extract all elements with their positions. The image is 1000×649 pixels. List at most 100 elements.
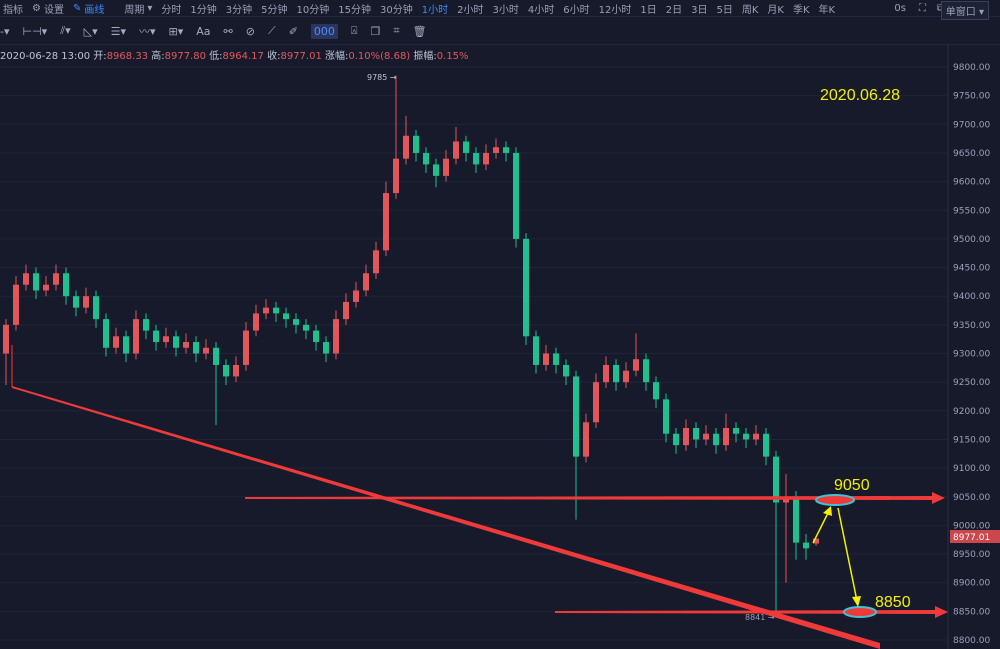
visibility-button[interactable]: 000 xyxy=(310,23,338,39)
candle xyxy=(153,324,159,351)
interval-13[interactable]: 1日 xyxy=(640,4,657,16)
candle xyxy=(623,362,629,388)
candle xyxy=(633,333,639,377)
candle xyxy=(393,75,399,199)
interval-4[interactable]: 10分钟 xyxy=(296,4,330,16)
amplitude-value: 0.15% xyxy=(436,51,469,62)
interval-3[interactable]: 5分钟 xyxy=(261,4,288,16)
candle xyxy=(303,319,309,340)
candle-body xyxy=(193,342,199,354)
candle xyxy=(733,422,739,443)
interval-17[interactable]: 周K xyxy=(741,4,759,16)
lock-icon[interactable]: ⍓ xyxy=(350,24,358,37)
fib-icon[interactable]: ☰▾ xyxy=(110,24,126,38)
candle-body xyxy=(483,152,489,165)
ruler-icon[interactable]: ⟋ xyxy=(267,24,276,37)
fullscreen-icon[interactable]: ⛶ xyxy=(919,2,926,14)
candle-body xyxy=(693,427,699,440)
interval-19[interactable]: 季K xyxy=(792,4,810,16)
candle xyxy=(363,264,369,297)
candle xyxy=(113,327,119,354)
candle-body xyxy=(653,382,659,400)
copy-icon[interactable]: ❐ xyxy=(370,24,381,38)
candle-body xyxy=(103,319,109,348)
interval-7[interactable]: 1小时 xyxy=(421,4,449,16)
interval-8[interactable]: 2小时 xyxy=(457,4,484,16)
measure-box-icon[interactable]: ⊞▾ xyxy=(168,24,184,38)
high-marker: 9785 → xyxy=(367,73,397,82)
interval-11[interactable]: 6小时 xyxy=(563,4,590,16)
interval-18[interactable]: 月K xyxy=(767,4,784,16)
target-ellipse-9050 xyxy=(815,494,855,506)
candlestick-chart[interactable]: 9800.00 9750.00 9700.00 9650.00 9600.00 9550.… xyxy=(0,45,1000,649)
draw-button[interactable]: 画线 xyxy=(84,4,105,16)
candle-body xyxy=(603,364,609,383)
pattern-icon[interactable]: ⚯ xyxy=(223,24,233,38)
interval-14[interactable]: 2日 xyxy=(665,4,683,16)
gear-icon[interactable]: ⚙ xyxy=(32,2,41,14)
interval-0[interactable]: 分时 xyxy=(161,4,182,16)
candle xyxy=(243,321,249,371)
price-tick: 9350.00 xyxy=(953,321,990,331)
candle xyxy=(703,425,709,446)
window-mode-dropdown[interactable]: 单窗口 ▾ xyxy=(940,1,989,20)
candle xyxy=(33,267,39,300)
line-tool-icon[interactable]: -▾ xyxy=(0,24,10,38)
interval-1[interactable]: 1分钟 xyxy=(190,4,217,16)
price-tick: 9650.00 xyxy=(953,149,990,159)
price-axis: 9800.00 9750.00 9700.00 9650.00 9600.00 9550.… xyxy=(953,63,990,646)
interval-15[interactable]: 3日 xyxy=(691,4,708,16)
candle-body xyxy=(723,427,729,446)
interval-16[interactable]: 5日 xyxy=(716,4,733,16)
interval-2[interactable]: 3分钟 xyxy=(225,4,253,16)
horizontal-line-icon[interactable]: ⊢⊣▾ xyxy=(22,24,48,38)
text-icon[interactable]: Aa xyxy=(196,24,211,38)
interval-10[interactable]: 4小时 xyxy=(527,4,555,16)
change-label: 涨幅: xyxy=(325,51,349,62)
link-icon[interactable]: ⊘ xyxy=(245,24,255,38)
triangle-icon[interactable]: ◺▾ xyxy=(83,24,98,38)
candle xyxy=(773,450,779,617)
candle xyxy=(63,267,69,305)
price-tick: 9550.00 xyxy=(953,206,990,216)
interval-9[interactable]: 3小时 xyxy=(492,4,519,16)
candle xyxy=(403,115,409,165)
support-line-8850 xyxy=(555,606,948,618)
interval-5[interactable]: 15分钟 xyxy=(338,4,371,16)
candle-body xyxy=(593,382,599,423)
candle-body xyxy=(663,399,669,434)
candle xyxy=(173,330,179,357)
candle xyxy=(103,313,109,357)
candle xyxy=(673,427,679,454)
interval-12[interactable]: 12小时 xyxy=(598,4,632,16)
candle-body xyxy=(263,307,269,314)
delete-icon[interactable]: 🗑 xyxy=(412,24,427,38)
candle xyxy=(283,307,289,328)
new-window-icon[interactable]: ⧉ xyxy=(937,3,944,14)
candle-body xyxy=(713,433,719,446)
candle xyxy=(763,427,769,466)
chevron-down-icon[interactable]: ▾ xyxy=(147,2,153,14)
candle-body xyxy=(683,427,689,446)
down-arrow xyxy=(837,507,858,602)
period-dropdown[interactable]: 周期 xyxy=(124,4,145,16)
brush-icon[interactable]: ✐ xyxy=(288,24,298,38)
pencil-icon[interactable]: ✎ xyxy=(72,2,82,14)
candle xyxy=(273,301,279,322)
indicators-button[interactable]: 指标 xyxy=(3,4,23,16)
settings-button[interactable]: 设置 xyxy=(43,4,64,16)
grid xyxy=(0,66,948,641)
candle xyxy=(723,413,729,451)
interval-20[interactable]: 年K xyxy=(818,4,836,16)
price-tick: 8850.00 xyxy=(953,607,990,617)
candle xyxy=(133,310,139,360)
candle-body xyxy=(53,273,59,285)
screenshot-icon[interactable]: ⌗ xyxy=(393,24,400,37)
interval-6[interactable]: 30分钟 xyxy=(379,4,413,16)
level-label-9050: 9050 xyxy=(834,477,870,494)
candle xyxy=(533,330,539,374)
parallel-channel-icon[interactable]: ⫽▾ xyxy=(60,24,71,37)
candle-body xyxy=(433,164,439,176)
candle xyxy=(483,144,489,171)
wave-icon[interactable]: 〰▾ xyxy=(139,25,156,38)
